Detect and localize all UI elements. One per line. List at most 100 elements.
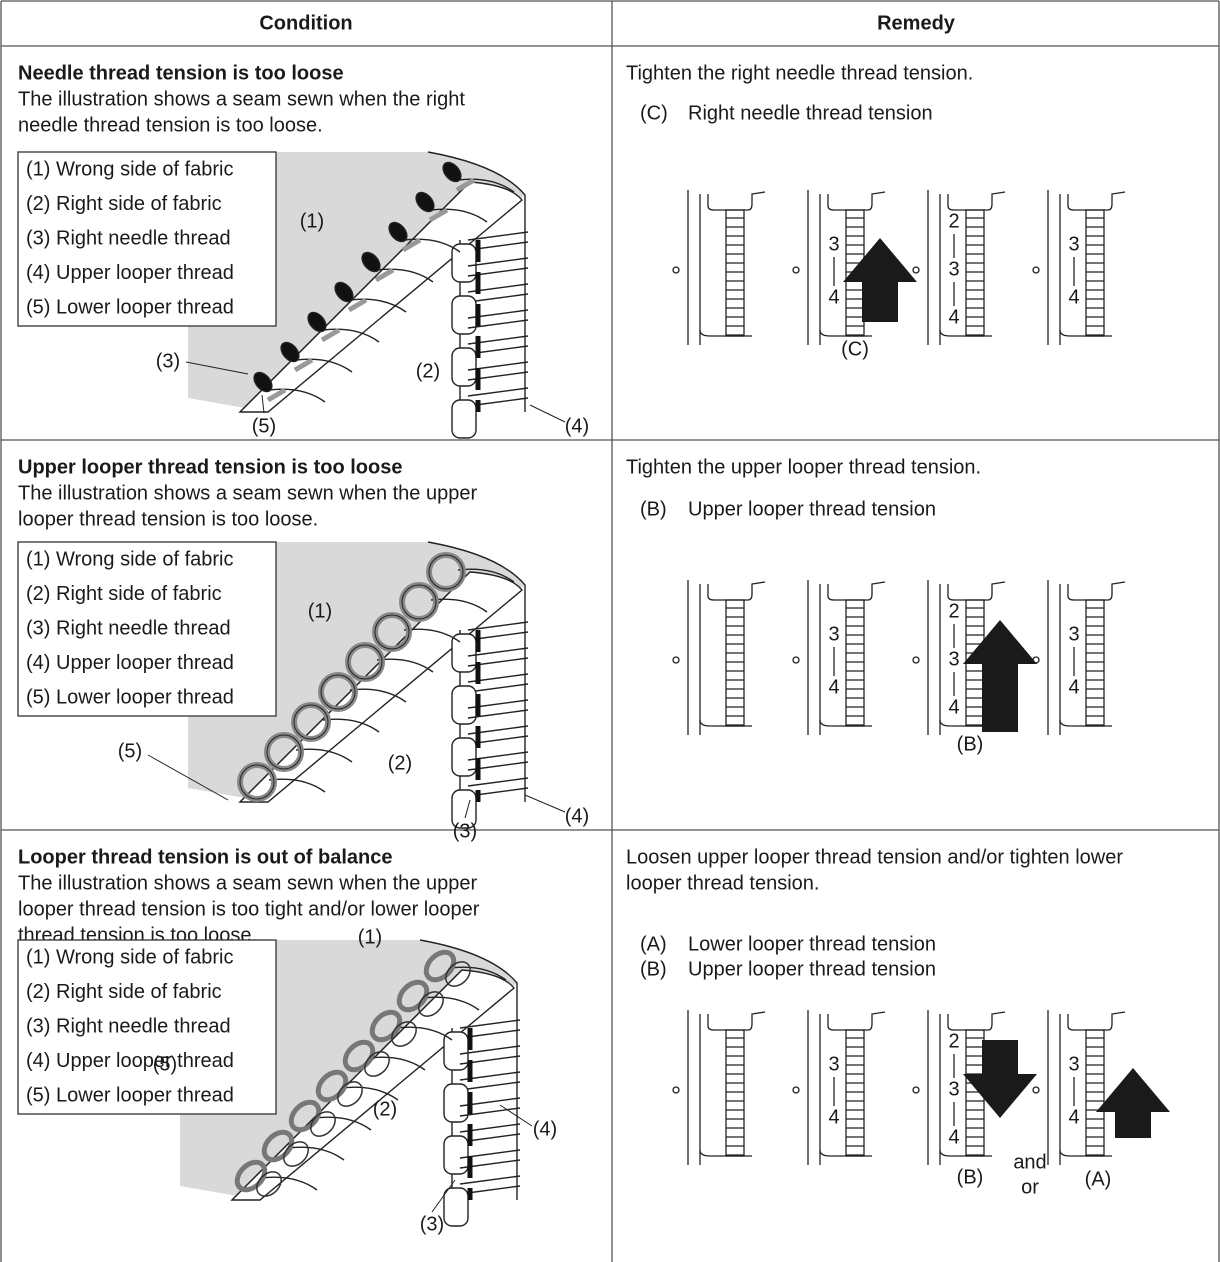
condition-title: Looper thread tension is out of balance — [18, 846, 392, 868]
callout: (1) — [300, 210, 324, 232]
strand — [314, 1116, 372, 1131]
chain-link — [315, 1069, 349, 1103]
tension-dial — [792, 580, 886, 735]
callout: (1) — [308, 600, 332, 622]
looper-loop — [443, 1187, 469, 1227]
item-label: (C) — [640, 102, 668, 124]
callout: (5) — [252, 415, 276, 437]
fabric-edge — [419, 939, 518, 1200]
lower-thread — [347, 297, 368, 313]
looper-loop — [443, 1031, 469, 1071]
dial-label: (B) — [957, 733, 984, 755]
callout: (2) — [373, 1098, 397, 1120]
leader-line — [499, 1104, 533, 1127]
callout: (5) — [118, 740, 142, 762]
legend-item: (2) Right side of fabric — [26, 193, 222, 215]
condition-description: needle thread tension is too loose. — [18, 114, 323, 136]
legend-box — [17, 939, 277, 1115]
legend-item: (5) Lower looper thread — [26, 1084, 234, 1106]
strand — [376, 268, 434, 283]
chain-link — [310, 1111, 336, 1137]
fold-band — [238, 571, 523, 803]
leader-line — [431, 1179, 456, 1213]
dial-body — [699, 191, 766, 345]
chain-link — [445, 961, 471, 987]
dial-number: 3 — [1068, 623, 1079, 645]
condition-description: The illustration shows a seam sewn when … — [18, 88, 465, 110]
looper-loop — [451, 737, 477, 777]
dial-number: 3 — [948, 648, 959, 670]
dial-label: (C) — [841, 338, 869, 360]
dial-dot — [1032, 266, 1040, 274]
item-label: (B) — [640, 958, 667, 980]
callout: (3) — [156, 350, 180, 372]
dial-number: 3 — [1068, 233, 1079, 255]
tension-dial — [672, 580, 766, 735]
strand — [322, 328, 380, 343]
strand — [260, 1176, 318, 1191]
dial-number: 4 — [828, 286, 839, 308]
looper-ring — [293, 704, 329, 740]
needle-loop — [280, 341, 300, 363]
lower-thread — [320, 327, 341, 343]
dial-scale — [725, 1029, 745, 1157]
callout: (4) — [565, 805, 589, 827]
chain-link — [261, 1129, 295, 1163]
dial-bottom — [699, 719, 752, 727]
looper-loop — [451, 685, 477, 725]
header-cell: Remedy — [877, 12, 956, 34]
remedy-instruction: Tighten the right needle thread tension. — [626, 62, 973, 84]
strand — [457, 178, 515, 193]
dial-bottom — [939, 329, 992, 337]
callout: (3) — [453, 820, 477, 842]
needle-loop — [334, 281, 354, 303]
looper-ring — [374, 614, 410, 650]
legend-item: (1) Wrong side of fabric — [26, 946, 234, 968]
dial-number: 3 — [828, 623, 839, 645]
callout: (3) — [420, 1213, 444, 1235]
fold-band — [238, 181, 523, 413]
looper-ring — [266, 734, 302, 770]
dial-scale — [965, 209, 985, 337]
lower-thread — [455, 177, 476, 193]
dial-dot — [672, 266, 680, 274]
legend-item: (3) Right needle thread — [26, 1015, 231, 1037]
tension-dial — [1032, 190, 1126, 345]
tension-dial — [672, 190, 766, 345]
strand — [403, 238, 461, 253]
dial-scale — [1085, 1029, 1105, 1157]
leader-line — [261, 394, 265, 414]
tension-dial — [792, 190, 886, 345]
item-text: Upper looper thread tension — [688, 498, 936, 520]
legend-item: (5) Lower looper thread — [26, 296, 234, 318]
legend-item: (4) Upper looper thread — [26, 262, 234, 284]
item-text: Upper looper thread tension — [688, 958, 936, 980]
condition-title: Upper looper thread tension is too loose — [18, 456, 402, 478]
dial-number: 4 — [948, 306, 959, 328]
dial-number: 4 — [1068, 676, 1079, 698]
dial-bottom — [939, 1149, 992, 1157]
seam-illustration — [185, 151, 566, 439]
legend-item: (1) Wrong side of fabric — [26, 158, 234, 180]
strand — [395, 1026, 453, 1041]
dial-body — [819, 581, 886, 735]
dial-body — [699, 1011, 766, 1165]
item-text: Lower looper thread tension — [688, 933, 936, 955]
looper-ring — [428, 554, 464, 590]
tension-dial — [912, 190, 1006, 345]
dial-scale — [845, 599, 865, 727]
remedy-instruction: Tighten the upper looper thread tension. — [626, 456, 981, 478]
dial-dot — [792, 266, 800, 274]
lower-thread — [401, 237, 422, 253]
remedy-instruction: looper thread tension. — [626, 872, 819, 894]
looper-loop — [451, 399, 477, 439]
looper-loop — [451, 633, 477, 673]
chain-link — [423, 949, 457, 983]
dial-number: 4 — [948, 696, 959, 718]
remedy-instruction: Loosen upper looper thread tension and/o… — [626, 846, 1123, 868]
looper-ring — [347, 644, 383, 680]
dial-dot — [912, 266, 920, 274]
